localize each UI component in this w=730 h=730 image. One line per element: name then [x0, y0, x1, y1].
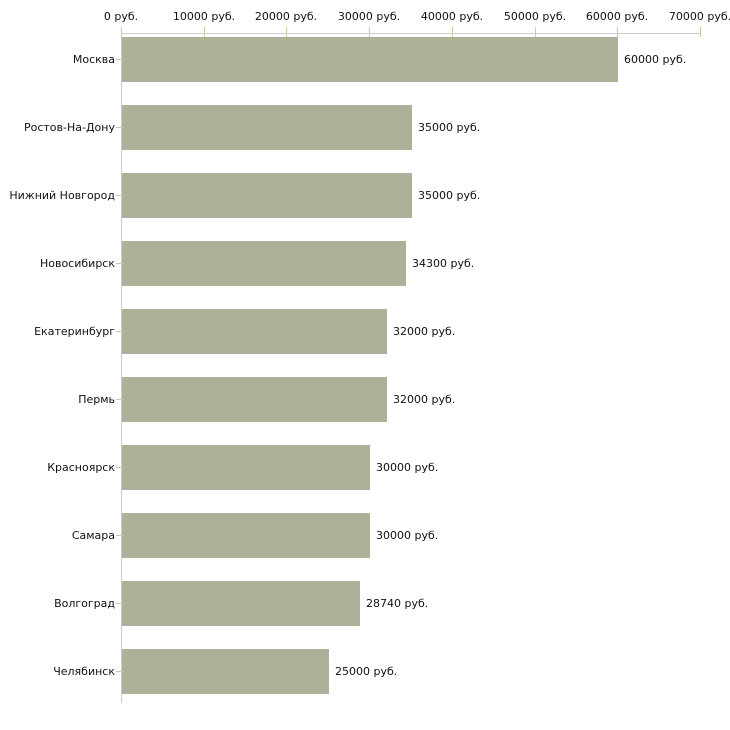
category-label: Самара — [71, 529, 115, 542]
x-axis-line — [121, 33, 700, 34]
value-label: 30000 руб. — [376, 529, 439, 542]
x-axis-tick — [286, 27, 287, 37]
bar — [122, 581, 360, 626]
category-label: Новосибирск — [39, 257, 115, 270]
category-label: Екатеринбург — [34, 325, 115, 338]
category-tick — [116, 399, 121, 400]
category-label: Волгоград — [54, 597, 115, 610]
x-axis-tick — [204, 27, 205, 37]
x-axis-tick-label: 30000 руб. — [337, 10, 401, 23]
category-tick — [116, 195, 121, 196]
category-label: Нижний Новгород — [9, 189, 115, 202]
value-label: 32000 руб. — [393, 325, 456, 338]
y-axis-line — [121, 33, 122, 703]
bar — [122, 173, 412, 218]
category-tick — [116, 467, 121, 468]
value-label: 25000 руб. — [335, 665, 398, 678]
x-axis-tick — [121, 27, 122, 37]
category-tick — [116, 263, 121, 264]
value-label: 60000 руб. — [624, 53, 687, 66]
x-axis-tick — [369, 27, 370, 37]
bar — [122, 37, 618, 82]
x-axis-tick — [535, 27, 536, 37]
value-label: 34300 руб. — [412, 257, 475, 270]
category-label: Пермь — [78, 393, 115, 406]
bar — [122, 445, 370, 490]
category-label: Красноярск — [47, 461, 115, 474]
bar — [122, 309, 387, 354]
bar — [122, 241, 406, 286]
bar — [122, 513, 370, 558]
x-axis-tick — [617, 27, 618, 37]
x-axis-tick-label: 70000 руб. — [668, 10, 730, 23]
category-tick — [116, 59, 121, 60]
x-axis-tick-label: 20000 руб. — [254, 10, 318, 23]
category-tick — [116, 331, 121, 332]
x-axis-tick-label: 50000 руб. — [503, 10, 567, 23]
value-label: 35000 руб. — [418, 121, 481, 134]
x-axis-tick-label: 10000 руб. — [172, 10, 236, 23]
value-label: 32000 руб. — [393, 393, 456, 406]
value-label: 28740 руб. — [366, 597, 429, 610]
x-axis-tick-label: 0 руб. — [103, 10, 139, 23]
category-label: Москва — [72, 53, 115, 66]
category-tick — [116, 535, 121, 536]
bar — [122, 377, 387, 422]
value-label: 30000 руб. — [376, 461, 439, 474]
x-axis-tick-label: 60000 руб. — [585, 10, 649, 23]
x-axis-tick-label: 40000 руб. — [420, 10, 484, 23]
category-label: Челябинск — [53, 665, 115, 678]
category-tick — [116, 127, 121, 128]
bar — [122, 105, 412, 150]
category-tick — [116, 671, 121, 672]
category-label: Ростов-На-Дону — [23, 121, 115, 134]
x-axis-tick — [700, 27, 701, 37]
bar — [122, 649, 329, 694]
x-axis-tick — [452, 27, 453, 37]
value-label: 35000 руб. — [418, 189, 481, 202]
category-tick — [116, 603, 121, 604]
